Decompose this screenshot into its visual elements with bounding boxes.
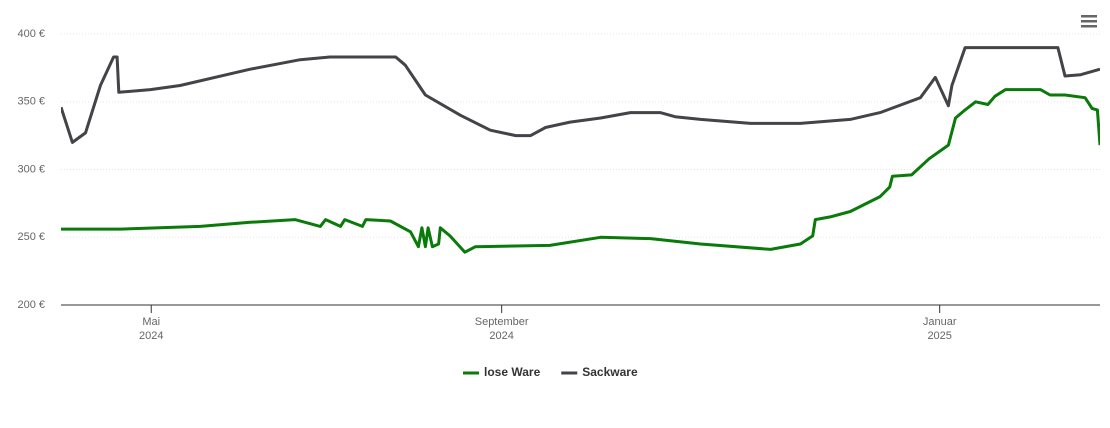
- menu-icon[interactable]: [1081, 15, 1097, 28]
- x-tick-label: Mai 2024: [139, 316, 163, 342]
- y-tick-label: 200 €: [17, 299, 45, 311]
- y-tick-label: 350 €: [17, 96, 45, 108]
- menu-bar: [1081, 25, 1097, 28]
- legend-label: Sackware: [582, 365, 638, 379]
- x-tick-label-line: 2024: [489, 330, 513, 342]
- y-tick-label: 250 €: [17, 231, 45, 243]
- legend-label: lose Ware: [484, 365, 541, 379]
- y-tick-label: 400 €: [17, 28, 45, 40]
- series-line: [61, 46, 1100, 144]
- series-line: [61, 88, 1100, 254]
- legend-item[interactable]: Sackware: [561, 365, 638, 379]
- x-tick-label-line: September: [475, 316, 529, 328]
- menu-bar: [1081, 15, 1097, 18]
- x-tick-label-line: 2024: [139, 330, 163, 342]
- legend-item[interactable]: lose Ware: [463, 365, 541, 379]
- x-tick-label-line: Mai: [142, 316, 160, 328]
- x-tick-label: September 2024: [475, 316, 529, 342]
- x-tick-label-line: 2025: [927, 330, 951, 342]
- y-tick-label: 300 €: [17, 163, 45, 175]
- x-tick-label: Januar 2025: [923, 316, 957, 342]
- x-tick-label-line: Januar: [923, 316, 957, 328]
- menu-bar: [1081, 20, 1097, 23]
